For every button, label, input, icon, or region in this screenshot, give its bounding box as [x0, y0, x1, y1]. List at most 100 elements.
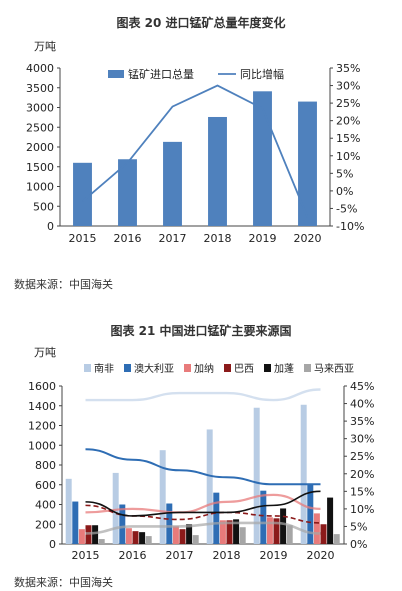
bar	[253, 407, 260, 544]
bar	[266, 517, 273, 544]
bar	[307, 483, 314, 544]
share-line	[85, 521, 321, 535]
bar	[159, 450, 166, 544]
x-tick-label: 2020	[294, 232, 322, 245]
bar	[239, 527, 246, 544]
y2-tick-label: 30%	[336, 80, 360, 93]
bar	[73, 162, 92, 226]
bar	[206, 429, 213, 544]
y2-tick-label: 25%	[350, 450, 374, 463]
x-tick-label: 2019	[260, 549, 288, 562]
legend-label: 马来西亚	[314, 363, 354, 375]
y-tick-label: 400	[35, 499, 56, 512]
y-tick-label: 2000	[26, 141, 54, 154]
x-tick-label: 2017	[166, 549, 194, 562]
bar	[300, 404, 307, 544]
y-tick-label: 2500	[26, 121, 54, 134]
bar	[280, 508, 287, 544]
x-tick-label: 2017	[159, 232, 187, 245]
legend-swatch	[264, 364, 271, 372]
x-tick-label: 2018	[213, 549, 241, 562]
legend-label: 加蓬	[274, 363, 294, 375]
y-tick-label: 500	[33, 200, 54, 213]
y-tick-label: 200	[35, 518, 56, 531]
bar	[313, 513, 320, 544]
y-axis-unit: 万吨	[34, 40, 56, 53]
bar	[145, 536, 152, 544]
y-tick-label: 3500	[26, 82, 54, 95]
bar	[253, 91, 272, 227]
chart1-svg: 万吨 0 500 1000 1500 2000 2500 3000 3500 4000 -10% -5…	[26, 40, 364, 245]
y-tick-label: 1600	[28, 380, 56, 393]
y2-tick-label: 0%	[350, 538, 367, 551]
x-tick-label: 2020	[307, 549, 335, 562]
y2-tick-label: 35%	[350, 415, 374, 428]
share-line	[85, 388, 321, 402]
y-tick-label: 600	[35, 479, 56, 492]
y2-tick-label: 20%	[350, 468, 374, 481]
bar	[78, 529, 85, 544]
y2-tick-label: 15%	[336, 132, 360, 145]
bar	[208, 116, 227, 226]
y2-tick-label: 5%	[336, 167, 353, 180]
legend-swatch	[84, 364, 91, 372]
y2-tick-label: 10%	[336, 150, 360, 163]
y-tick-label: 0	[49, 538, 56, 551]
bar	[213, 492, 220, 544]
y2-tick-label: 30%	[350, 433, 374, 446]
legend-swatch-bar	[108, 70, 124, 78]
bar	[186, 524, 193, 544]
legend-swatch	[224, 364, 231, 372]
legend-swatch	[304, 364, 311, 372]
y-tick-label: 4000	[26, 62, 54, 75]
legend-label: 南非	[94, 362, 114, 375]
y2-tick-label: 5%	[350, 520, 367, 533]
y2-tick-label: 35%	[336, 62, 360, 75]
x-tick-label: 2016	[114, 232, 142, 245]
legend-swatch	[124, 364, 131, 372]
bar	[333, 534, 340, 544]
legend-label: 同比增幅	[240, 67, 284, 81]
bar	[125, 528, 132, 544]
share-line	[85, 493, 321, 514]
bar	[172, 526, 179, 544]
bar	[192, 535, 199, 544]
bar	[166, 503, 173, 544]
bar	[179, 529, 186, 544]
y-tick-label: 1200	[28, 420, 56, 433]
bar	[65, 478, 72, 544]
legend-label: 加纳	[194, 362, 214, 375]
y2-tick-label: 40%	[350, 398, 374, 411]
y2-tick-label: 20%	[336, 115, 360, 128]
chart2-title: 图表 21 中国进口锰矿主要来源国	[110, 324, 292, 338]
bar	[139, 532, 146, 544]
chart2-source: 数据来源：中国海关	[14, 576, 113, 589]
bar	[273, 518, 280, 544]
y2-tick-label: 45%	[350, 380, 374, 393]
bar	[98, 539, 105, 544]
y-tick-label: 3000	[26, 102, 54, 115]
bar	[233, 519, 240, 544]
bar	[298, 101, 317, 226]
y-tick-label: 1400	[28, 400, 56, 413]
legend-label: 澳大利亚	[134, 362, 174, 375]
legend-swatch	[184, 364, 191, 372]
bar	[132, 531, 139, 544]
legend-label: 巴西	[234, 363, 254, 375]
x-tick-label: 2015	[69, 232, 97, 245]
y2-tick-label: -5%	[336, 202, 357, 215]
chart1-source: 数据来源：中国海关	[14, 278, 113, 291]
chart2-svg: 万吨 0 200 400 600 800 1000 1200 1400 1600 0% 5% 10% 15…	[28, 346, 374, 562]
y-tick-label: 0	[47, 220, 54, 233]
share-line	[85, 448, 321, 486]
x-tick-label: 2019	[249, 232, 277, 245]
chart1-title: 图表 20 进口锰矿总量年度变化	[116, 16, 286, 30]
y-tick-label: 1000	[28, 439, 56, 452]
series-line	[81, 84, 309, 218]
legend-label: 锰矿进口总量	[128, 67, 194, 81]
bar	[118, 159, 137, 226]
bar	[260, 490, 267, 544]
bar	[320, 524, 327, 544]
x-tick-label: 2018	[204, 232, 232, 245]
bar	[327, 497, 334, 544]
